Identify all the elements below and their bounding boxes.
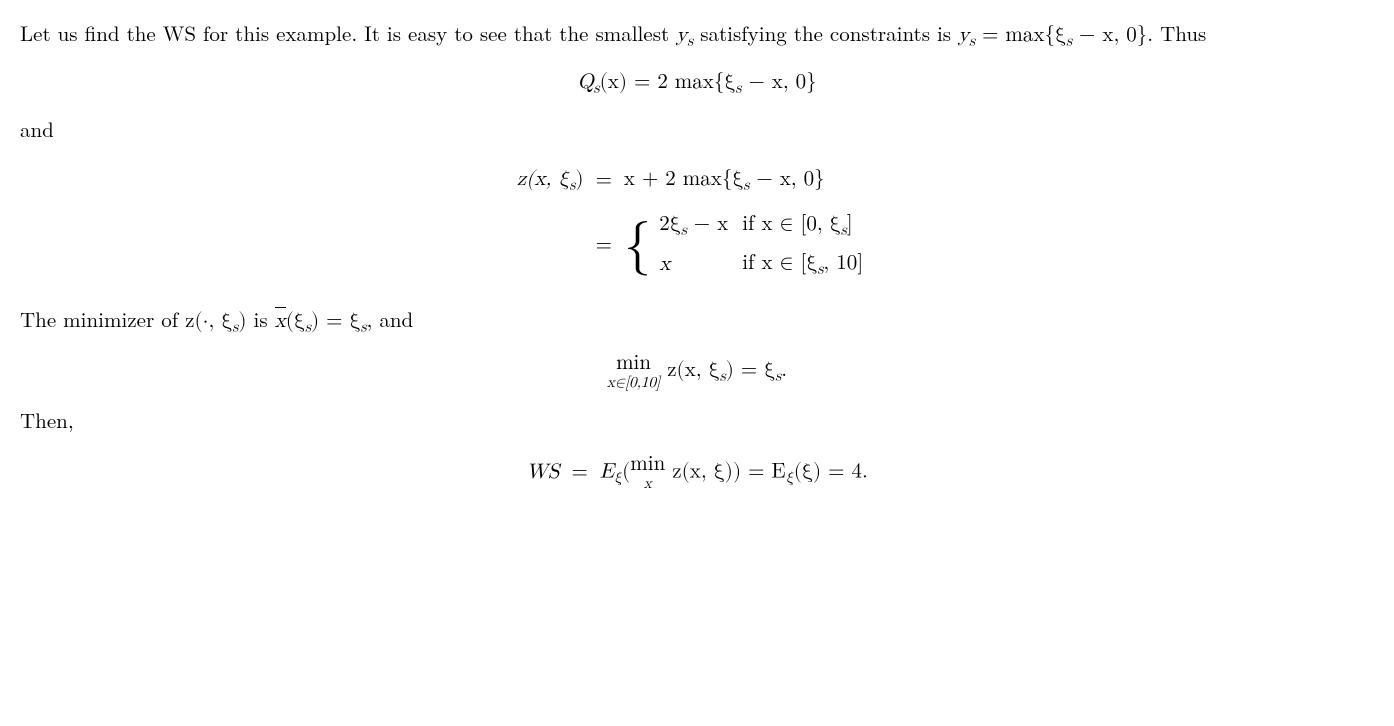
math-z-dot: z(·, ξs) (185, 311, 246, 332)
equation-Q: Qs(x) = 2 max{ξs − x, 0} (20, 67, 1374, 100)
math-ys-eq: ys = max{ξs − x, 0} (958, 25, 1147, 46)
text: The minimizer of (20, 304, 185, 334)
equation-min-z: min x∈[0,10] z(x, ξs) = ξs. (20, 353, 1374, 391)
min-operator: min x∈[0,10] (607, 353, 660, 391)
text: is (247, 304, 275, 334)
text: , and (367, 304, 414, 334)
min-operator-small: minx (630, 454, 665, 492)
then-text: Then, (20, 405, 1374, 437)
equation-z-cases: z(x, ξs) = x + 2 max{ξs − x, 0} = { 2ξs … (20, 160, 1374, 290)
text: Let us find the WS for this example. It … (20, 18, 676, 48)
math-xbar: x(ξs) = ξs (275, 311, 367, 332)
left-brace: { (624, 221, 651, 270)
text: . Thus (1147, 18, 1206, 48)
minimizer-paragraph: The minimizer of z(·, ξs) is x(ξs) = ξs,… (20, 304, 1374, 339)
text: satisfying the constraints is (693, 18, 958, 48)
and-text: and (20, 114, 1374, 146)
intro-paragraph: Let us find the WS for this example. It … (20, 18, 1374, 53)
equation-WS: WS = Eξ(minx z(x, ξ)) = Eξ(ξ) = 4. (20, 450, 1374, 496)
math-ys: ys (676, 25, 693, 46)
